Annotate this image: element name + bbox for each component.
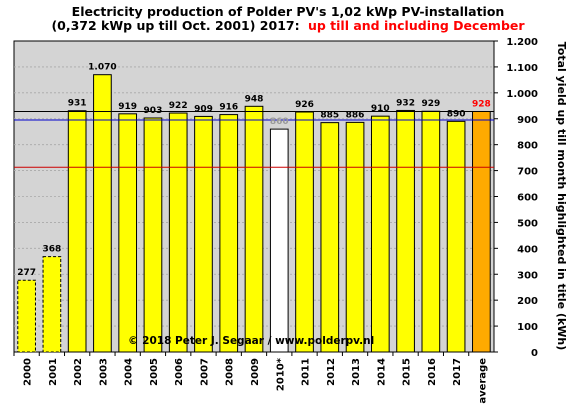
data-label: 910 bbox=[371, 104, 390, 114]
data-label: 885 bbox=[320, 111, 339, 121]
x-tick-label: 2004 bbox=[124, 358, 135, 386]
bar bbox=[143, 117, 163, 353]
data-label: 932 bbox=[396, 98, 415, 108]
x-tick-label: 2003 bbox=[98, 358, 109, 386]
data-label: 931 bbox=[68, 99, 87, 109]
y-axis-ticks: 0 100 200 300 400 500 600 700 800 900 1.000 1.100 1.… bbox=[494, 37, 538, 359]
y-tick-label: 900 bbox=[517, 115, 538, 126]
data-label: 860 bbox=[270, 117, 289, 127]
chart-title-line2: (0,372 kWp up till Oct. 2001) 2017: up t… bbox=[51, 18, 525, 33]
bar bbox=[472, 110, 491, 353]
y-tick-label: 100 bbox=[517, 322, 538, 333]
x-tick-label: 2002 bbox=[73, 358, 84, 386]
y-tick-label: 1.100 bbox=[506, 63, 538, 74]
bar bbox=[67, 110, 87, 353]
data-label: 368 bbox=[42, 245, 61, 255]
bars bbox=[17, 74, 491, 353]
bar bbox=[446, 120, 466, 353]
y-tick-label: 600 bbox=[517, 193, 538, 204]
y-tick-label: 200 bbox=[517, 296, 538, 307]
x-axis-ticks: 2000 2001 2002 2003 2004 2005 2006 2007 2008 2009… bbox=[13, 352, 488, 404]
bar bbox=[17, 279, 36, 353]
bar bbox=[370, 115, 390, 353]
bar bbox=[421, 110, 441, 353]
y-tick-label: 1.200 bbox=[506, 37, 538, 48]
data-label: 277 bbox=[17, 268, 36, 278]
bar bbox=[93, 74, 112, 353]
bar bbox=[244, 105, 264, 353]
x-tick-label: 2014 bbox=[376, 358, 387, 386]
x-tick-label: 2001 bbox=[48, 358, 59, 386]
copyright-text: © 2018 Peter J. Segaar / www.polderpv.nl bbox=[128, 335, 374, 347]
x-tick-label: 2006 bbox=[174, 358, 185, 386]
bar bbox=[194, 115, 213, 353]
bar bbox=[345, 121, 365, 353]
data-label: 903 bbox=[144, 106, 163, 116]
x-tick-label: 2017 bbox=[452, 358, 463, 386]
bar bbox=[118, 113, 138, 353]
data-label: 890 bbox=[447, 109, 466, 119]
y-tick-label: 500 bbox=[517, 218, 538, 229]
data-label: 922 bbox=[169, 101, 188, 111]
x-tick-label: 2005 bbox=[149, 358, 160, 386]
bar bbox=[42, 256, 62, 353]
x-tick-label: 2007 bbox=[199, 358, 210, 386]
y-tick-label: 1.000 bbox=[506, 89, 538, 100]
x-tick-label: 2012 bbox=[326, 358, 337, 386]
x-tick-label: 2008 bbox=[225, 358, 236, 386]
data-label: 948 bbox=[245, 94, 264, 104]
chart-title-line1: Electricity production of Polder PV's 1,… bbox=[72, 4, 505, 19]
data-label: 1.070 bbox=[88, 63, 116, 73]
x-tick-label: 2016 bbox=[427, 358, 438, 386]
x-tick-label: 2015 bbox=[402, 358, 413, 386]
chart-title-line2-red: up till and including December bbox=[308, 18, 525, 33]
bar bbox=[320, 122, 340, 353]
y-tick-label: 400 bbox=[517, 244, 538, 255]
y-tick-label: 300 bbox=[517, 270, 538, 281]
bar bbox=[269, 128, 289, 353]
data-labels: 277 368 931 1.070 919 903 922 909 916 948 860 926 88… bbox=[17, 63, 491, 279]
data-label: 926 bbox=[295, 100, 314, 110]
data-label: 909 bbox=[194, 104, 213, 114]
data-label: 886 bbox=[346, 110, 365, 120]
data-label: 929 bbox=[421, 99, 440, 109]
reference-lines bbox=[14, 110, 494, 168]
bar bbox=[396, 109, 415, 353]
bar bbox=[295, 111, 314, 353]
y-axis-label: Total yield up till month highlighted in… bbox=[555, 42, 568, 351]
x-tick-label: average bbox=[477, 358, 488, 404]
bar bbox=[219, 114, 239, 353]
x-tick-label: 2000 bbox=[23, 358, 34, 386]
y-tick-label: 800 bbox=[517, 141, 538, 152]
x-tick-label: 2013 bbox=[351, 358, 362, 386]
y-tick-label: 700 bbox=[517, 167, 538, 178]
data-label: 928 bbox=[472, 99, 491, 109]
data-label: 916 bbox=[219, 103, 238, 113]
x-tick-label: 2009 bbox=[250, 358, 261, 386]
data-label: 919 bbox=[118, 102, 137, 112]
x-tick-label: 2011 bbox=[301, 358, 312, 386]
y-tick-label: 0 bbox=[531, 348, 538, 359]
chart-title-line2-black: (0,372 kWp up till Oct. 2001) 2017: bbox=[51, 18, 299, 33]
x-tick-label: 2010* bbox=[275, 357, 286, 391]
bar bbox=[168, 112, 188, 353]
plot-area: 277 368 931 1.070 919 903 922 909 916 948 860 926 88… bbox=[13, 40, 495, 353]
